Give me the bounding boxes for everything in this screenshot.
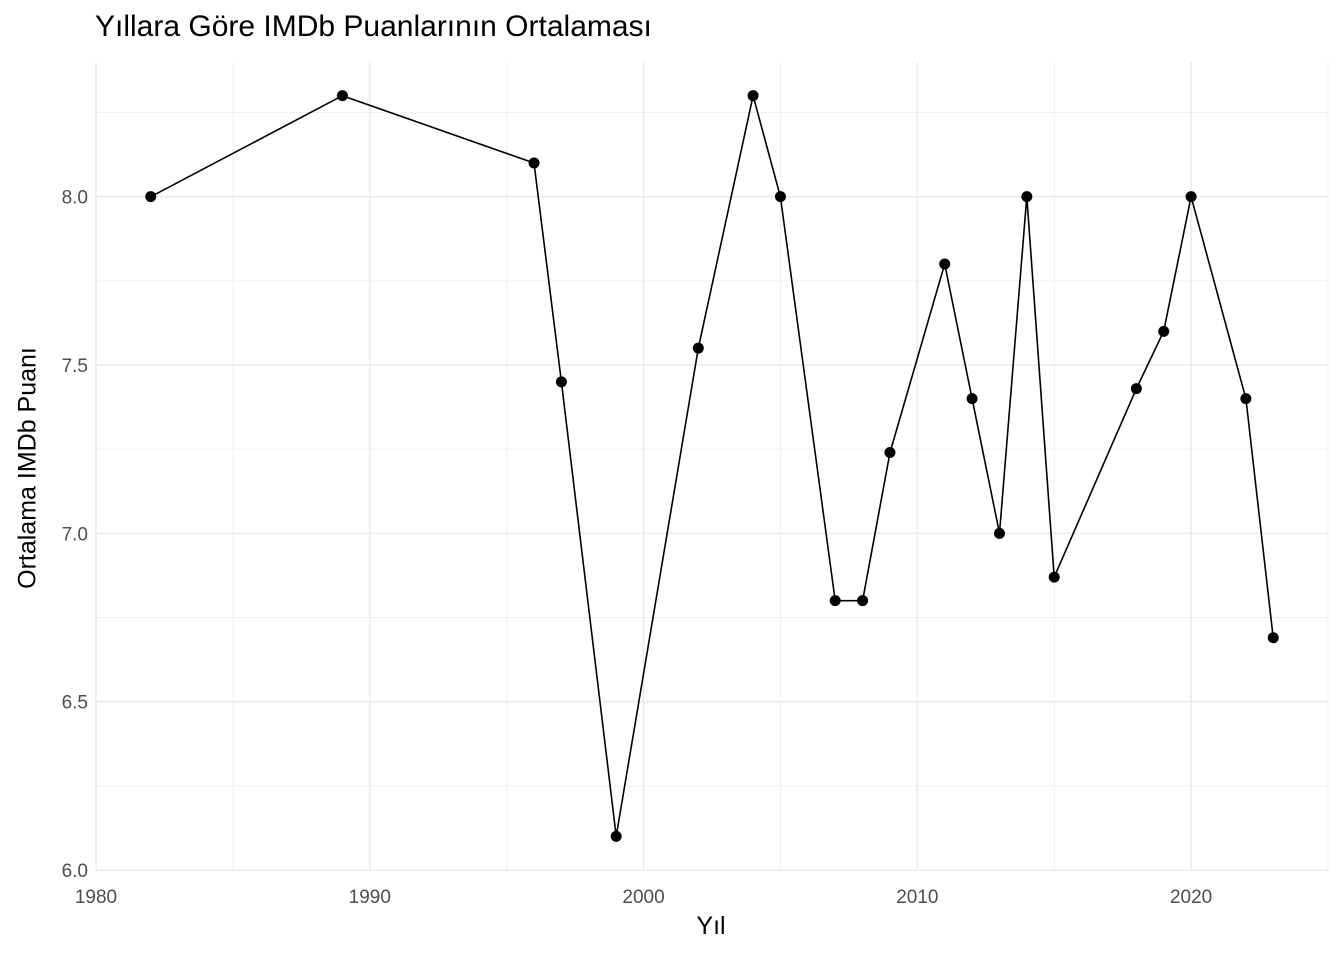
- x-axis-label: Yıl: [696, 912, 726, 940]
- series-line-group: [150, 94, 1274, 838]
- data-point: [555, 376, 567, 388]
- x-tick-label: 2010: [896, 887, 938, 908]
- y-axis-label: Ortalama IMDb Puanı: [13, 347, 42, 589]
- data-point: [528, 157, 540, 169]
- y-tick-label: 6.5: [62, 693, 88, 714]
- series-line: [150, 94, 1274, 838]
- data-point: [857, 595, 869, 607]
- data-point: [747, 90, 759, 102]
- data-point: [884, 447, 896, 459]
- data-point: [692, 342, 704, 354]
- data-point: [966, 393, 978, 405]
- x-tick-label: 1990: [349, 887, 391, 908]
- chart-title: Yıllara Göre IMDb Puanlarının Ortalaması: [95, 10, 652, 43]
- series-points-group: [145, 90, 1279, 842]
- data-point: [1130, 383, 1142, 395]
- data-point: [774, 191, 786, 203]
- x-tick-label: 1980: [75, 887, 117, 908]
- data-point: [1158, 325, 1170, 337]
- x-axis-ticks: 1980 1990 2000 2010 2020: [75, 887, 1212, 908]
- data-point: [1185, 191, 1197, 203]
- y-axis-ticks: 6.0 6.5 7.0 7.5 8.0: [62, 188, 88, 882]
- data-point: [1267, 632, 1279, 644]
- x-tick-label: 2020: [1170, 887, 1212, 908]
- data-point: [1240, 393, 1252, 405]
- data-point: [336, 90, 348, 102]
- data-point: [1048, 571, 1060, 583]
- data-point: [993, 527, 1005, 539]
- minor-gridlines: [96, 62, 1329, 870]
- data-point: [610, 830, 622, 842]
- y-tick-label: 7.0: [62, 524, 88, 545]
- x-tick-label: 2000: [622, 887, 664, 908]
- data-point: [1021, 191, 1033, 203]
- major-gridlines: [95, 62, 1328, 871]
- data-point: [939, 258, 951, 270]
- y-tick-label: 8.0: [62, 188, 88, 209]
- y-tick-label: 6.0: [62, 861, 88, 882]
- y-tick-label: 7.5: [62, 356, 88, 377]
- data-point: [145, 191, 157, 203]
- data-point: [829, 595, 841, 607]
